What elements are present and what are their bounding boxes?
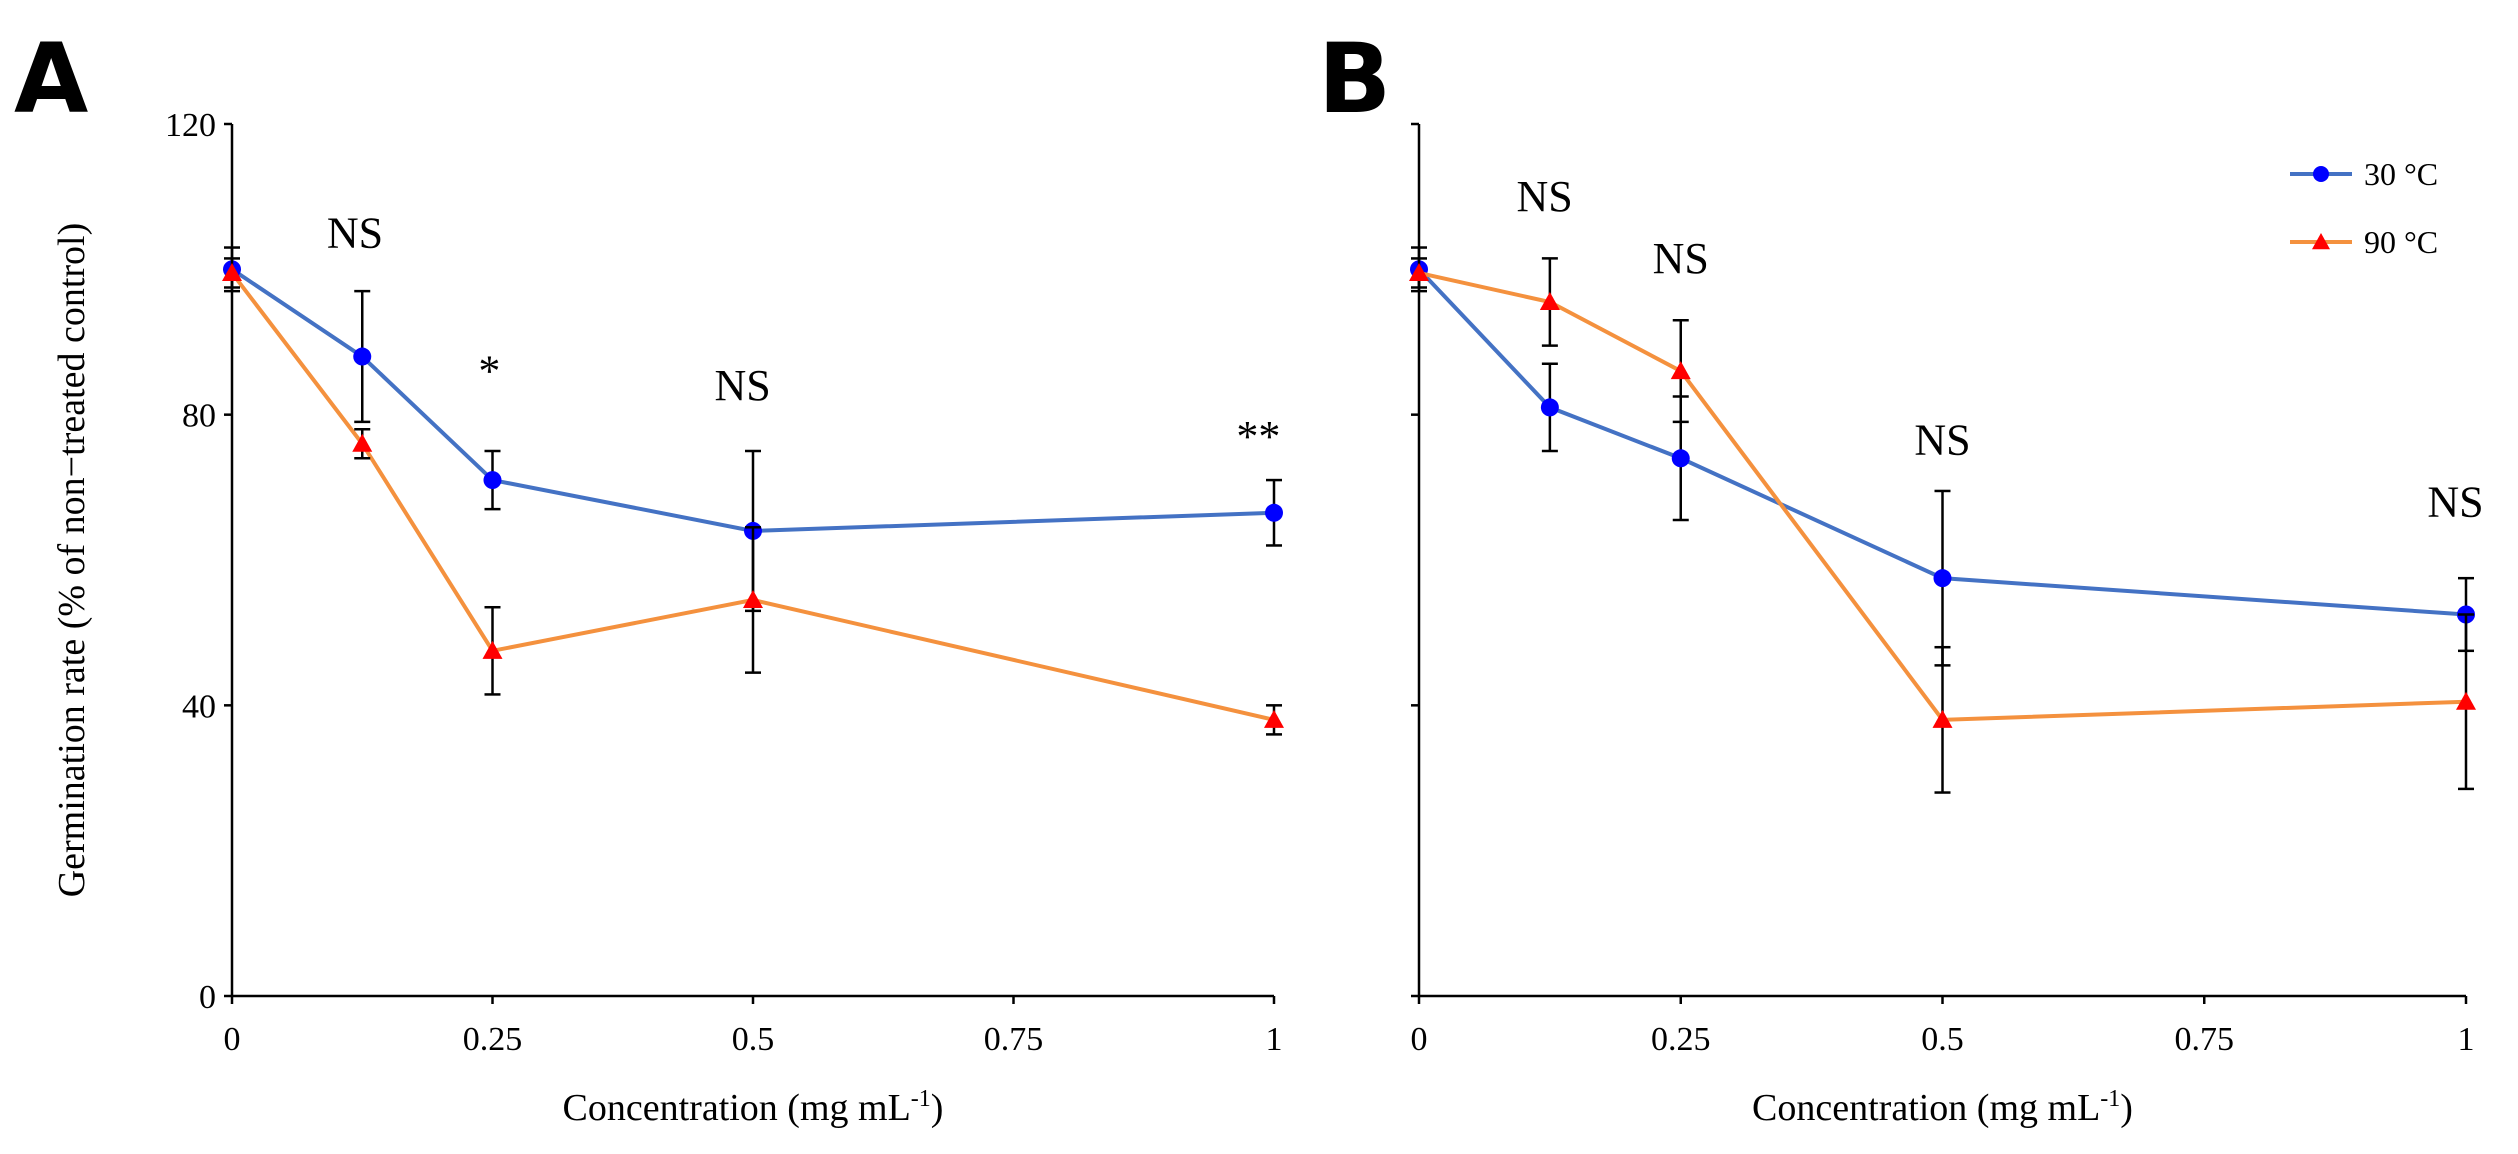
- x-tick-label: 1: [2458, 1021, 2475, 1058]
- panel-letter: A: [14, 23, 88, 135]
- y-tick-label: 80: [182, 398, 216, 435]
- legend: 30 °C 90 °C: [2290, 156, 2438, 260]
- significance-label: *: [478, 347, 500, 396]
- x-tick-label: 0.75: [2175, 1021, 2235, 1058]
- legend-label: 90 °C: [2364, 224, 2438, 260]
- data-point: [1265, 503, 1283, 522]
- data-point: [1539, 292, 1560, 311]
- x-axis-title-end: ): [931, 1087, 944, 1129]
- panel-a: A 0 40 80 120 0 0.25 0.5 0.75 1 Concentration (mg …: [14, 23, 1284, 1129]
- legend-label: 30 °C: [2364, 156, 2438, 192]
- data-point: [1670, 361, 1691, 380]
- x-tick-label: 0.5: [1921, 1021, 1964, 1058]
- x-axis-title-main: Concentration (mg mL: [1752, 1087, 2100, 1129]
- data-point: [483, 471, 502, 490]
- significance-label: NS: [327, 209, 383, 258]
- significance-label: NS: [1517, 172, 1573, 221]
- legend-marker: [2313, 166, 2329, 182]
- x-axis-title-end: ): [2120, 1087, 2133, 1129]
- x-tick-label: 0.25: [1651, 1021, 1711, 1058]
- x-tick-label: 0.5: [732, 1021, 775, 1058]
- significance-label: NS: [2427, 477, 2483, 526]
- data-point: [1409, 262, 1429, 281]
- significance-label: NS: [714, 361, 770, 410]
- x-tick-label: 0.75: [984, 1021, 1044, 1058]
- data-point: [1932, 709, 1953, 728]
- panel-letter: B: [1318, 23, 1391, 135]
- data-point: [2456, 691, 2476, 710]
- x-tick-label: 1: [1266, 1021, 1283, 1058]
- series-90c: [222, 257, 1284, 736]
- data-point: [353, 347, 372, 366]
- x-tick-label: 0: [1411, 1021, 1428, 1058]
- significance-label: **: [1236, 412, 1280, 461]
- data-point: [352, 433, 373, 452]
- data-point: [1933, 569, 1952, 588]
- chart-root: A 0 40 80 120 0 0.25 0.5 0.75 1 Concentration (mg …: [14, 23, 2484, 1129]
- data-point: [482, 640, 503, 659]
- x-axis-title-sup: -1: [911, 1086, 931, 1112]
- y-tick-label: 120: [165, 107, 216, 144]
- significance-label: NS: [1653, 234, 1709, 283]
- y-tick-label: 40: [182, 688, 216, 725]
- x-axis-title-sup: -1: [2100, 1086, 2120, 1112]
- x-axis-title-main: Concentration (mg mL: [563, 1087, 911, 1129]
- x-tick-label: 0: [224, 1021, 241, 1058]
- x-axis-title: Concentration (mg mL-1): [563, 1086, 944, 1129]
- data-point: [1671, 449, 1690, 468]
- legend-marker: [2312, 233, 2330, 250]
- x-axis-title: Concentration (mg mL-1): [1752, 1086, 2133, 1129]
- significance-label: NS: [1914, 416, 1970, 465]
- panel-b: B 0 0.25 0.5 0.75 1 Concentration (mg mL-1) NS N…: [1318, 23, 2484, 1129]
- data-point: [222, 262, 242, 281]
- data-point: [1264, 709, 1284, 728]
- y-tick-label: 0: [199, 979, 216, 1016]
- series-90c: [1409, 257, 2476, 794]
- x-tick-label: 0.25: [463, 1021, 523, 1058]
- y-axis-title: Germination rate (% of non−treated contr…: [51, 223, 93, 898]
- data-point: [743, 589, 763, 608]
- data-point: [1540, 398, 1559, 417]
